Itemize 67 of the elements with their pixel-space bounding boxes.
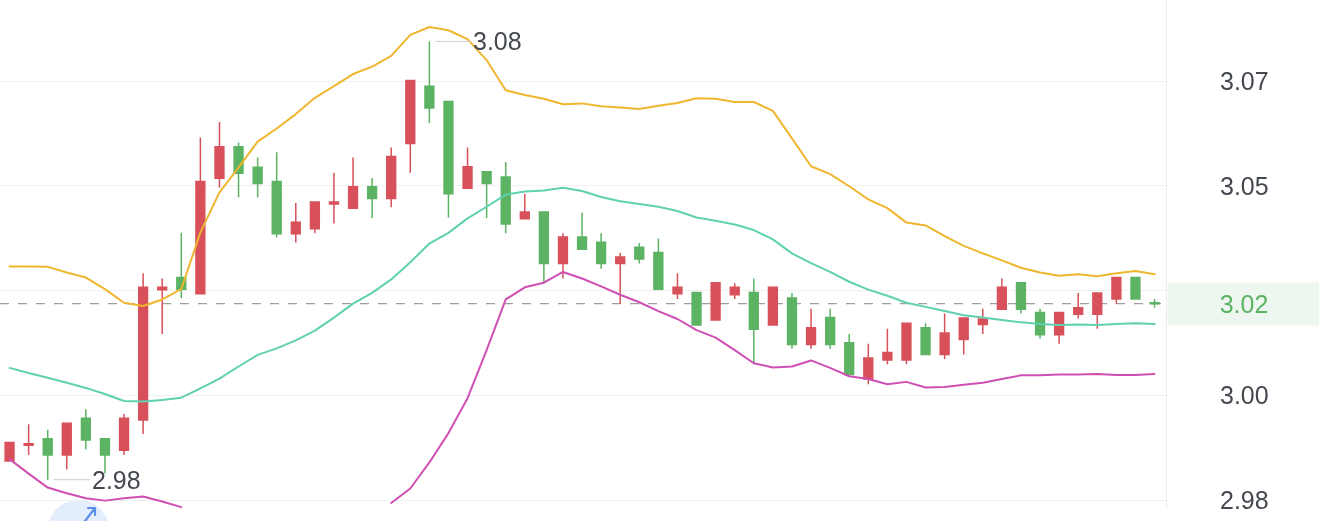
y-tick-label: 3.05 [1220, 171, 1269, 200]
candlestick [4, 441, 15, 462]
candlestick [1092, 292, 1103, 330]
candlestick [939, 312, 950, 360]
candlestick [595, 232, 607, 270]
candlestick [347, 156, 359, 209]
y-tick-label: 3.07 [1220, 66, 1269, 95]
candlestick [958, 317, 969, 356]
candlestick [290, 202, 301, 244]
candlestick [672, 272, 683, 300]
line-series [8, 26, 1156, 307]
candlestick [271, 151, 282, 239]
candlestick [901, 322, 912, 365]
candlestick [710, 281, 721, 321]
candlestick [462, 146, 473, 189]
candlestick [366, 177, 378, 219]
annotation: 3.08 [473, 27, 522, 55]
candlestick [576, 212, 588, 250]
y-tick-label: 3.00 [1220, 381, 1269, 410]
candlestick [557, 232, 569, 280]
candlestick [615, 252, 626, 305]
candlestick [786, 292, 798, 350]
candlestick [424, 40, 435, 124]
candlestick [42, 429, 53, 481]
candlestick [214, 121, 225, 189]
candlestick [653, 237, 664, 290]
candlestick [805, 308, 817, 350]
y-tick-label: 2.98 [1220, 485, 1269, 514]
candlestick [1015, 281, 1027, 315]
candlestick [538, 211, 550, 284]
candlestick [328, 172, 340, 225]
candlestick [1053, 311, 1065, 345]
ref-line-label: 3.02 [1219, 290, 1269, 318]
candlestick [977, 308, 988, 335]
candlestick [23, 423, 34, 456]
candlestick [443, 100, 454, 219]
candlestick [405, 79, 416, 174]
candlestick [157, 277, 168, 335]
candlestick [691, 291, 702, 326]
candlestick [195, 136, 206, 295]
candlestick [309, 201, 321, 235]
candlestick [882, 328, 893, 365]
candlestick [844, 333, 855, 376]
candlestick [61, 422, 72, 471]
annotation: 2.98 [92, 466, 141, 494]
candlestick [996, 277, 1008, 310]
line-series [8, 186, 1156, 403]
candlestick [386, 146, 397, 208]
candlestick [748, 277, 759, 364]
candlestick [1034, 308, 1046, 340]
candlestick [863, 342, 874, 385]
candlestick [729, 282, 740, 300]
candlestick [481, 171, 492, 219]
candlestick [1073, 292, 1084, 320]
candlestick [118, 413, 130, 456]
candlestick [519, 192, 530, 220]
candlestick [500, 161, 511, 235]
candlestick [824, 308, 836, 350]
candlestick [233, 141, 244, 199]
candlestick [920, 322, 931, 356]
candlestick [767, 286, 779, 326]
candlestick [137, 272, 149, 435]
candlestick [634, 242, 645, 265]
candlestick [252, 156, 263, 199]
candlestick [1111, 276, 1122, 305]
candlestick [80, 408, 92, 451]
candlestick [1130, 276, 1141, 300]
